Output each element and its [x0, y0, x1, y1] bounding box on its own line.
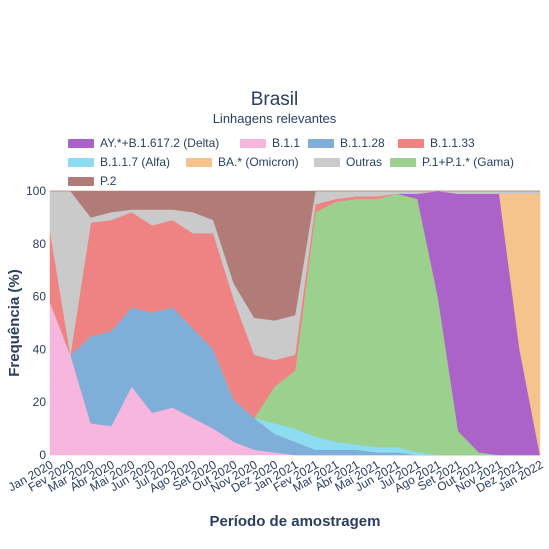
legend-label-b1128: B.1.1.28 [340, 136, 385, 150]
legend-label-p2: P.2 [100, 174, 117, 188]
legend-swatch-omicron [186, 157, 212, 167]
legend-item-gama[interactable]: P.1+P.1.* (Gama) [390, 155, 514, 169]
legend: AY.*+B.1.617.2 (Delta) B.1.1 B.1.1.28 B.… [68, 136, 548, 193]
legend-swatch-outras [314, 157, 340, 167]
legend-swatch-gama [390, 157, 416, 167]
legend-item-b11[interactable]: B.1.1 [240, 136, 300, 150]
legend-item-b1128[interactable]: B.1.1.28 [308, 136, 385, 150]
x-axis-title: Período de amostragem [209, 513, 381, 530]
y-tick-label: 20 [33, 395, 47, 409]
legend-swatch-delta [68, 138, 94, 148]
legend-swatch-b11 [240, 138, 266, 148]
legend-label-omicron: BA.* (Omicron) [218, 155, 299, 169]
y-tick-label: 100 [26, 184, 46, 198]
legend-item-omicron[interactable]: BA.* (Omicron) [186, 155, 299, 169]
y-axis-title: Frequência (%) [6, 269, 23, 377]
area-p-2[interactable] [50, 190, 540, 321]
legend-row-3: P.2 [68, 174, 548, 193]
legend-item-p2[interactable]: P.2 [68, 174, 116, 188]
legend-swatch-b1128 [308, 138, 334, 148]
y-tick-label: 80 [33, 237, 47, 251]
legend-item-b1133[interactable]: B.1.1.33 [398, 136, 475, 150]
legend-item-delta[interactable]: AY.*+B.1.617.2 (Delta) [68, 136, 219, 150]
legend-row-2: B.1.1.7 (Alfa) BA.* (Omicron) Outras P.1… [68, 155, 548, 174]
chart-title: Brasil [250, 89, 299, 110]
legend-row-1: AY.*+B.1.617.2 (Delta) B.1.1 B.1.1.28 B.… [68, 136, 548, 155]
legend-label-b11: B.1.1 [272, 136, 301, 150]
chart-areas [49, 190, 541, 456]
y-tick-label: 60 [33, 290, 47, 304]
legend-label-gama: P.1+P.1.* (Gama) [422, 155, 514, 169]
legend-swatch-alfa [68, 157, 94, 167]
chart-subtitle: Linhagens relevantes [212, 111, 337, 126]
y-tick-label: 0 [39, 448, 46, 462]
legend-item-outras[interactable]: Outras [314, 155, 382, 169]
legend-item-alfa[interactable]: B.1.1.7 (Alfa) [68, 155, 170, 169]
legend-swatch-p2 [68, 176, 94, 186]
legend-label-delta: AY.*+B.1.617.2 (Delta) [100, 136, 220, 150]
legend-label-outras: Outras [346, 155, 383, 169]
legend-swatch-b1133 [398, 138, 424, 148]
y-tick-label: 40 [33, 342, 47, 356]
y-axis: 0 20 40 60 80 100 [26, 184, 46, 462]
legend-label-alfa: B.1.1.7 (Alfa) [100, 155, 171, 169]
legend-label-b1133: B.1.1.33 [430, 136, 475, 150]
